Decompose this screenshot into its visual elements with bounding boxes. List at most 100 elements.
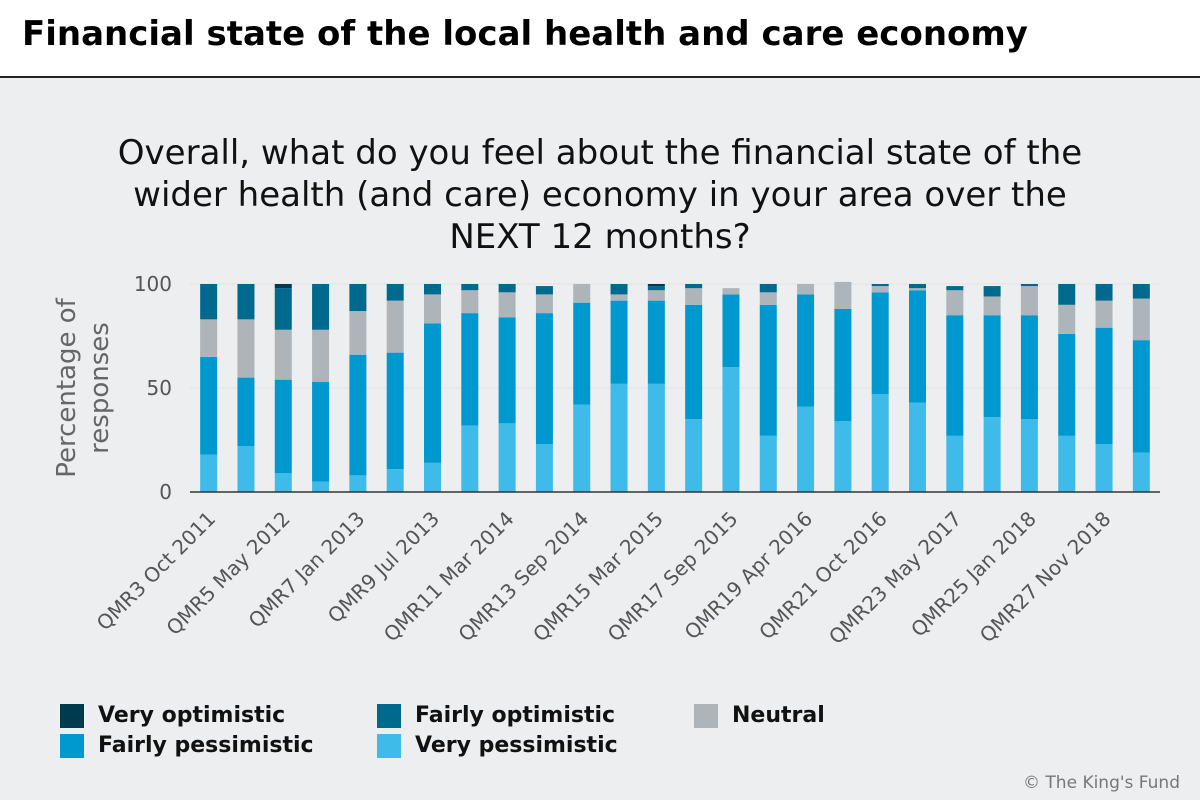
bar-segment-very-pessimistic bbox=[1021, 419, 1038, 492]
bar-segment-neutral bbox=[237, 319, 254, 377]
bar-segment-very-pessimistic bbox=[1133, 452, 1150, 492]
bar-segment-very-pessimistic bbox=[685, 419, 702, 492]
bar-segment-fairly-optimistic bbox=[984, 286, 1001, 296]
x-tick-label: QMR15 Mar 2015 bbox=[528, 507, 668, 647]
bar-segment-fairly-optimistic bbox=[946, 286, 963, 290]
y-tick-label: 0 bbox=[159, 480, 172, 504]
legend-label: Very pessimistic bbox=[415, 733, 618, 758]
bar-segment-very-pessimistic bbox=[424, 463, 441, 492]
x-tick-label: QMR19 Apr 2016 bbox=[680, 507, 818, 645]
bar-segment-fairly-pessimistic bbox=[685, 305, 702, 419]
bar-segment-neutral bbox=[536, 294, 553, 313]
bar-segment-fairly-pessimistic bbox=[387, 353, 404, 469]
bar-segment-fairly-optimistic bbox=[536, 286, 553, 294]
bar-segment-fairly-pessimistic bbox=[349, 355, 366, 476]
x-tick-label: QMR17 Sep 2015 bbox=[603, 507, 743, 647]
bar-segment-very-pessimistic bbox=[237, 446, 254, 492]
y-tick-label: 100 bbox=[134, 272, 172, 296]
bar-segment-neutral bbox=[349, 311, 366, 355]
legend-swatch bbox=[60, 734, 84, 758]
bar-segment-fairly-pessimistic bbox=[872, 292, 889, 394]
bar-segment-fairly-optimistic bbox=[461, 284, 478, 290]
y-axis-label: responses bbox=[85, 322, 115, 454]
bar-segment-neutral bbox=[1058, 305, 1075, 334]
bar-segment-neutral bbox=[275, 330, 292, 380]
bar-segment-very-pessimistic bbox=[984, 417, 1001, 492]
bar-segment-neutral bbox=[984, 296, 1001, 315]
bar-segment-neutral bbox=[312, 330, 329, 382]
bar-segment-fairly-pessimistic bbox=[200, 357, 217, 455]
bar-segment-fairly-pessimistic bbox=[1096, 328, 1113, 444]
bar-segment-very-pessimistic bbox=[1096, 444, 1113, 492]
bar-segment-neutral bbox=[1133, 299, 1150, 341]
y-axis-label: Percentage of bbox=[52, 297, 82, 477]
bar-segment-neutral bbox=[722, 288, 739, 294]
bar-segment-fairly-optimistic bbox=[1096, 284, 1113, 301]
bar-segment-neutral bbox=[797, 284, 814, 294]
bar-segment-fairly-optimistic bbox=[387, 284, 404, 301]
legend-swatch bbox=[377, 734, 401, 758]
x-tick-label: QMR13 Sep 2014 bbox=[454, 507, 594, 647]
bar-segment-neutral bbox=[499, 292, 516, 317]
bar-segment-fairly-pessimistic bbox=[499, 317, 516, 423]
bar-segment-neutral bbox=[461, 290, 478, 313]
bar-segment-very-pessimistic bbox=[312, 482, 329, 492]
bar-segment-fairly-optimistic bbox=[909, 284, 926, 288]
copyright-text: © The King's Fund bbox=[1023, 773, 1180, 793]
bar-segment-fairly-pessimistic bbox=[424, 324, 441, 463]
bar-segment-fairly-optimistic bbox=[424, 284, 441, 294]
bar-segment-fairly-optimistic bbox=[611, 284, 628, 294]
bar-segment-very-pessimistic bbox=[722, 367, 739, 492]
bar-segment-fairly-pessimistic bbox=[461, 313, 478, 425]
bar-segment-fairly-pessimistic bbox=[834, 309, 851, 421]
bar-segment-very-pessimistic bbox=[387, 469, 404, 492]
bar-segment-very-optimistic bbox=[275, 284, 292, 288]
bar-segment-fairly-pessimistic bbox=[984, 315, 1001, 417]
bar-segment-very-pessimistic bbox=[536, 444, 553, 492]
x-tick-label: QMR27 Nov 2018 bbox=[975, 507, 1116, 648]
bar-segment-very-pessimistic bbox=[461, 425, 478, 492]
bar-segment-very-pessimistic bbox=[275, 473, 292, 492]
bar-segment-fairly-optimistic bbox=[685, 284, 702, 288]
bar-segment-very-pessimistic bbox=[909, 403, 926, 492]
bar-segment-fairly-optimistic bbox=[1021, 284, 1038, 286]
bar-segment-fairly-pessimistic bbox=[536, 313, 553, 444]
bar-segment-very-pessimistic bbox=[797, 407, 814, 492]
bar-segment-fairly-pessimistic bbox=[611, 301, 628, 384]
legend-label: Fairly optimistic bbox=[415, 703, 615, 728]
bar-segment-fairly-pessimistic bbox=[312, 382, 329, 482]
legend-item-very-optimistic: Very optimistic bbox=[60, 703, 285, 728]
bar-segment-neutral bbox=[611, 294, 628, 300]
bar-segment-neutral bbox=[424, 294, 441, 323]
bar-segment-very-pessimistic bbox=[200, 455, 217, 492]
bar-segment-fairly-optimistic bbox=[200, 284, 217, 319]
bar-segment-fairly-pessimistic bbox=[1021, 315, 1038, 419]
bar-segment-neutral bbox=[387, 301, 404, 353]
legend-label: Neutral bbox=[732, 703, 825, 728]
bar-segment-neutral bbox=[834, 282, 851, 309]
bar-segment-very-pessimistic bbox=[611, 384, 628, 492]
bar-segment-fairly-pessimistic bbox=[797, 294, 814, 406]
bar-segment-fairly-optimistic bbox=[1133, 284, 1150, 299]
bar-segment-very-optimistic bbox=[648, 284, 665, 286]
bar-segment-neutral bbox=[760, 292, 777, 304]
bar-segment-fairly-pessimistic bbox=[237, 378, 254, 447]
bar-segment-neutral bbox=[685, 288, 702, 305]
bar-segment-fairly-pessimistic bbox=[722, 294, 739, 367]
legend-swatch bbox=[377, 704, 401, 728]
legend-swatch bbox=[60, 704, 84, 728]
legend-item-fairly-pessimistic: Fairly pessimistic bbox=[60, 733, 314, 758]
bar-segment-fairly-pessimistic bbox=[760, 305, 777, 436]
bar-segment-neutral bbox=[1096, 301, 1113, 328]
bar-segment-fairly-optimistic bbox=[275, 288, 292, 330]
y-tick-label: 50 bbox=[147, 376, 172, 400]
bar-segment-neutral bbox=[946, 290, 963, 315]
legend-label: Very optimistic bbox=[98, 703, 285, 728]
bar-segment-very-pessimistic bbox=[834, 421, 851, 492]
bar-segment-fairly-pessimistic bbox=[1058, 334, 1075, 436]
bar-segment-fairly-pessimistic bbox=[648, 301, 665, 384]
x-tick-label: QMR25 Jan 2018 bbox=[906, 507, 1041, 642]
legend-label: Fairly pessimistic bbox=[98, 733, 314, 758]
bars bbox=[200, 282, 1150, 492]
